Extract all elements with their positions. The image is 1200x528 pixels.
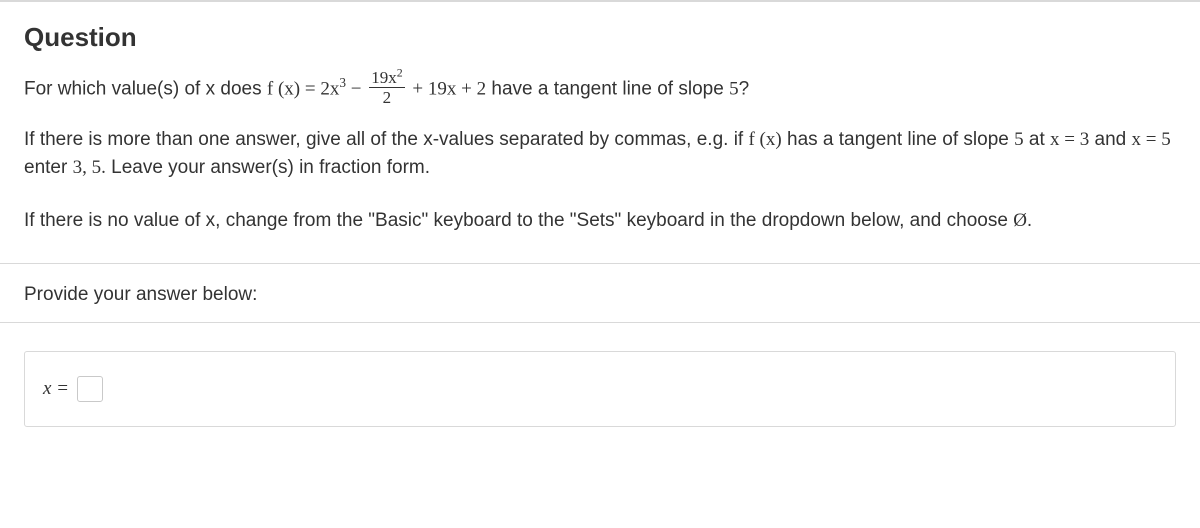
frac-num: 19x2 — [369, 69, 404, 88]
question-block: Question For which value(s) of x does f … — [0, 1, 1200, 263]
instruction-1: If there is more than one answer, give a… — [24, 126, 1176, 181]
instr-fx: f (x) — [748, 129, 781, 150]
instr-eq1: x = 3 — [1050, 129, 1089, 150]
frac-num-exp: 2 — [397, 65, 403, 79]
instr2-b: . — [1027, 210, 1032, 231]
instr1-a: If there is more than one answer, give a… — [24, 129, 748, 150]
fn-exp-3: 3 — [339, 75, 346, 90]
prompt-suffix: have a tangent line of slope — [486, 79, 729, 100]
instr1-c: at — [1024, 129, 1050, 150]
instruction-2: If there is no value of x, change from t… — [24, 207, 1176, 235]
instr-eq2: x = 5 — [1132, 129, 1171, 150]
answer-lhs: x = — [43, 378, 69, 400]
answer-input[interactable] — [77, 376, 103, 402]
answer-input-row: x = — [24, 351, 1176, 427]
frac-num-coef: 19x — [371, 68, 397, 87]
question-prompt: For which value(s) of x does f (x) = 2x3… — [24, 71, 1176, 108]
question-heading: Question — [24, 22, 1176, 53]
answer-label: Provide your answer below: — [24, 284, 1176, 306]
instr-tail: Leave your answer(s) in fraction form. — [106, 157, 430, 178]
prompt-end: ? — [739, 79, 750, 100]
fn-tail: + 19x + 2 — [408, 79, 486, 100]
instr1-b: has a tangent line of slope — [782, 129, 1014, 150]
frac-den: 2 — [369, 88, 404, 106]
fraction: 19x22 — [369, 69, 404, 106]
instr-example: 3, 5. — [73, 157, 106, 178]
prompt-prefix: For which value(s) of x does — [24, 79, 267, 100]
instr-and: and — [1089, 129, 1131, 150]
minus: − — [346, 79, 366, 100]
fn-lhs: f (x) = 2x — [267, 79, 339, 100]
slope-value: 5 — [729, 79, 739, 100]
instr2-a: If there is no value of x, change from t… — [24, 210, 1013, 231]
answer-section: Provide your answer below: — [0, 263, 1200, 323]
instr-enter: enter — [24, 157, 73, 178]
instr-slope: 5 — [1014, 129, 1024, 150]
empty-set-symbol: Ø — [1013, 210, 1027, 231]
